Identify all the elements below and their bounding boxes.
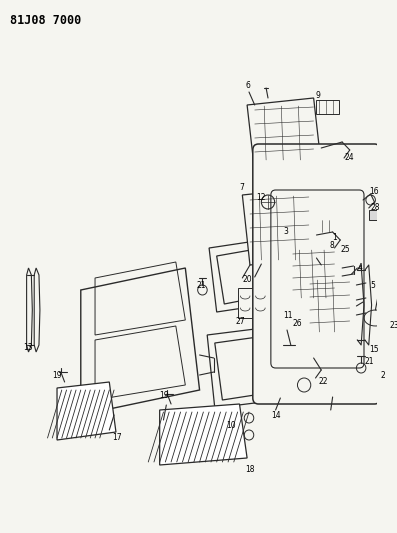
Text: 6: 6 bbox=[245, 82, 250, 91]
Text: 10: 10 bbox=[226, 421, 236, 430]
Polygon shape bbox=[285, 244, 342, 305]
FancyBboxPatch shape bbox=[253, 144, 380, 404]
Text: 7: 7 bbox=[239, 183, 245, 192]
Text: 19: 19 bbox=[160, 391, 169, 400]
Polygon shape bbox=[242, 188, 316, 265]
Text: 27: 27 bbox=[236, 318, 245, 327]
Bar bbox=[318, 220, 339, 232]
Text: 19: 19 bbox=[52, 370, 62, 379]
Text: 4: 4 bbox=[357, 263, 362, 272]
Polygon shape bbox=[302, 274, 357, 340]
Text: 16: 16 bbox=[369, 188, 378, 197]
Bar bbox=[237, 288, 272, 318]
Text: 23: 23 bbox=[389, 320, 397, 329]
Bar bbox=[369, 210, 382, 220]
Text: 15: 15 bbox=[369, 345, 378, 354]
Text: 3: 3 bbox=[283, 228, 288, 237]
Polygon shape bbox=[217, 247, 276, 304]
Text: 26: 26 bbox=[293, 319, 303, 328]
Text: 14: 14 bbox=[271, 411, 281, 421]
Text: 9: 9 bbox=[316, 91, 320, 100]
Polygon shape bbox=[57, 382, 116, 440]
Text: 21: 21 bbox=[365, 358, 374, 367]
Text: 28: 28 bbox=[371, 204, 380, 213]
Polygon shape bbox=[209, 238, 283, 312]
Text: 1: 1 bbox=[333, 233, 337, 243]
Polygon shape bbox=[247, 98, 321, 172]
Text: 13: 13 bbox=[23, 343, 33, 352]
Text: 24: 24 bbox=[344, 154, 354, 163]
Bar bbox=[316, 100, 339, 114]
FancyBboxPatch shape bbox=[271, 190, 364, 368]
Text: 11: 11 bbox=[283, 311, 293, 319]
Text: 5: 5 bbox=[371, 281, 376, 290]
Text: 12: 12 bbox=[256, 193, 266, 203]
Text: 8: 8 bbox=[330, 241, 335, 251]
Polygon shape bbox=[207, 325, 295, 408]
Circle shape bbox=[370, 312, 381, 324]
Text: 20: 20 bbox=[242, 276, 252, 285]
Text: 25: 25 bbox=[340, 246, 350, 254]
Text: 17: 17 bbox=[112, 433, 122, 442]
Text: 81J08 7000: 81J08 7000 bbox=[10, 14, 81, 27]
Text: 21: 21 bbox=[197, 280, 206, 289]
Polygon shape bbox=[81, 268, 200, 415]
Text: 2: 2 bbox=[380, 370, 385, 379]
Polygon shape bbox=[160, 404, 247, 465]
Text: 22: 22 bbox=[318, 377, 328, 386]
Text: 18: 18 bbox=[245, 465, 255, 474]
Polygon shape bbox=[215, 334, 287, 400]
